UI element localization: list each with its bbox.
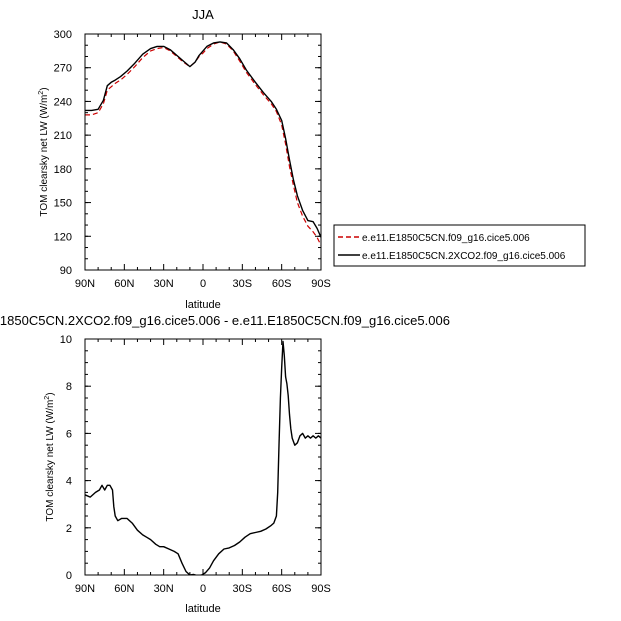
x-axis-label: latitude: [185, 603, 220, 615]
x-tick-label: 30S: [233, 583, 253, 595]
x-tick-label: 90N: [75, 583, 95, 595]
y-tick-label: 270: [54, 63, 72, 75]
x-tick-label: 90S: [311, 278, 331, 290]
x-tick-label: 60S: [272, 583, 292, 595]
x-tick-label: 0: [200, 278, 206, 290]
legend-label-1: e.e11.E1850C5CN.2XCO2.f09_g16.cice5.006: [362, 251, 566, 262]
y-axis-label: TOM clearsky net LW (W/m2): [38, 87, 50, 216]
y-tick-label: 120: [54, 231, 72, 243]
y-tick-label: 150: [54, 198, 72, 210]
y-axis-unit-prefix: (W/m: [39, 95, 50, 122]
y-tick-label: 6: [66, 428, 72, 440]
y-tick-label: 4: [66, 476, 72, 488]
x-axis-label: latitude: [185, 299, 220, 311]
x-tick-label: 0: [200, 583, 206, 595]
x-tick-label: 90N: [75, 278, 95, 290]
x-tick-label: 30N: [154, 278, 174, 290]
y-axis-label-text: TOM clearsky net LW: [45, 426, 56, 522]
chart-title: JJA: [192, 7, 214, 22]
series-line-0: [85, 41, 321, 246]
bottom-panel: 90N 60N 30N 0 30S 60S 90S 0 2 4 6 8 10 e.e11.E1850C5C…: [0, 313, 450, 615]
y-tick-label: 210: [54, 130, 72, 142]
plot-frame: [84, 33, 322, 271]
x-tick-label: 60N: [114, 583, 134, 595]
y-axis-label-text: TOM clearsky net LW: [39, 121, 50, 217]
y-tick-label: 8: [66, 381, 72, 393]
y-axis-label: TOM clearsky net LW (W/m2): [44, 392, 56, 521]
y-tick-label: 300: [54, 29, 72, 41]
legend-box: [333, 224, 586, 267]
x-tick-label: 90S: [311, 583, 331, 595]
x-tick-label: 30N: [154, 583, 174, 595]
top-panel: 90N 60N 30N 0 30S 60S 90S 90 120 150 180 210 240 270 3…: [38, 7, 586, 311]
y-tick-label: 240: [54, 96, 72, 108]
y-tick-label: 2: [66, 523, 72, 535]
y-axis-unit-superscript: 2: [38, 91, 45, 95]
y-axis-unit-suffix: ): [45, 392, 56, 395]
y-tick-label: 10: [60, 334, 72, 346]
x-tick-label: 30S: [233, 278, 253, 290]
legend: e.e11.E1850C5CN.f09_g16.cice5.006 e.e11.E…: [333, 224, 586, 267]
x-tick-label: 60S: [272, 278, 292, 290]
series-line-1: [85, 41, 321, 238]
legend-label-0: e.e11.E1850C5CN.f09_g16.cice5.006: [362, 233, 530, 244]
y-axis-unit-suffix: ): [39, 87, 50, 90]
series-line-0: [85, 340, 321, 575]
chart-title: e.e11.E1850C5CN.2XCO2.f09_g16.cice5.006 …: [0, 313, 450, 328]
y-axis-unit-superscript: 2: [44, 396, 51, 400]
y-axis-unit-prefix: (W/m: [45, 400, 56, 427]
y-tick-label: 180: [54, 164, 72, 176]
y-tick-label: 90: [60, 265, 72, 277]
x-tick-label: 60N: [114, 278, 134, 290]
y-tick-label: 0: [66, 570, 72, 582]
